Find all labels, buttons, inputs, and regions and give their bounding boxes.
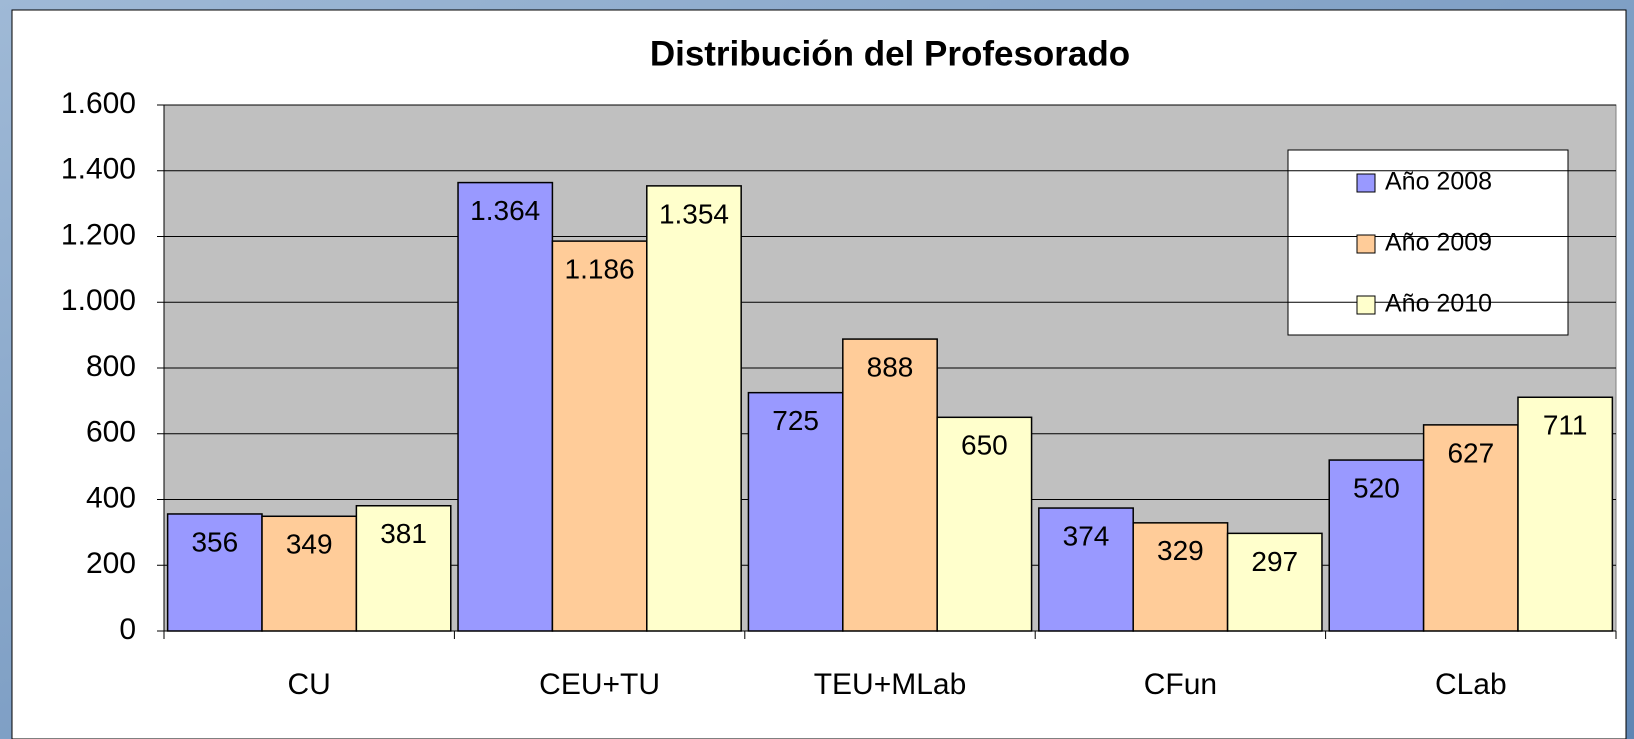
y-tick-label: 1.200 <box>61 218 136 251</box>
bar <box>1226 532 1323 632</box>
y-tick-label: 400 <box>86 481 136 514</box>
y-tick-label: 200 <box>86 547 136 580</box>
bar <box>457 181 554 632</box>
legend-label: Año 2009 <box>1385 229 1492 257</box>
bar <box>1132 522 1229 632</box>
bar <box>1038 507 1134 632</box>
legend-swatch <box>1356 234 1376 254</box>
data-label: 650 <box>961 430 1008 461</box>
bar <box>646 185 742 632</box>
data-label: 297 <box>1251 546 1298 577</box>
legend-swatch <box>1356 295 1376 315</box>
legend <box>1287 149 1569 336</box>
x-tick-label: CFun <box>1144 668 1217 701</box>
data-label: 1.354 <box>659 198 729 229</box>
data-label: 374 <box>1063 520 1110 551</box>
x-tick-label: CLab <box>1435 668 1507 701</box>
data-label: 627 <box>1447 437 1494 468</box>
bar <box>355 504 452 632</box>
y-tick-label: 0 <box>119 613 136 646</box>
bar <box>166 513 263 632</box>
data-label: 1.186 <box>565 253 635 284</box>
data-label: 888 <box>867 351 914 382</box>
y-tick-label: 1.000 <box>61 284 136 317</box>
bar <box>1422 424 1519 632</box>
data-label: 329 <box>1157 535 1204 566</box>
data-label: 381 <box>380 518 427 549</box>
y-tick-label: 1.600 <box>61 87 136 120</box>
data-label: 711 <box>1543 410 1588 441</box>
legend-swatch <box>1356 173 1376 193</box>
x-tick-label: TEU+MLab <box>814 668 967 701</box>
data-label: 725 <box>772 405 819 436</box>
data-label: 520 <box>1353 472 1400 503</box>
y-tick-label: 600 <box>86 416 136 449</box>
bar <box>936 416 1033 632</box>
legend-box <box>1287 149 1569 336</box>
bar <box>1517 396 1614 632</box>
data-label: 356 <box>191 526 238 557</box>
data-label: 349 <box>286 529 333 560</box>
bar <box>261 515 358 632</box>
legend-label: Año 2008 <box>1385 168 1492 196</box>
bar <box>842 338 938 632</box>
y-tick-label: 1.400 <box>61 153 136 186</box>
bar <box>1328 459 1425 632</box>
y-tick-label: 800 <box>86 350 136 383</box>
data-label: 1.364 <box>470 195 540 226</box>
chart-title: Distribución del Profesorado <box>650 34 1130 73</box>
x-tick-label: CEU+TU <box>539 668 660 701</box>
legend-label: Año 2010 <box>1385 290 1492 318</box>
bar <box>551 240 648 632</box>
x-tick-label: CU <box>288 668 331 701</box>
